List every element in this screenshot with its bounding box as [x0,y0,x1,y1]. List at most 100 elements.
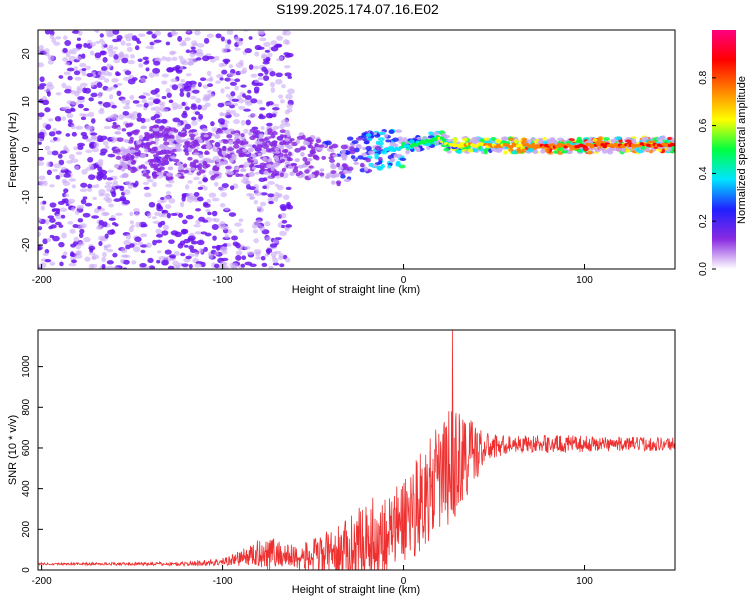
spectrogram-point [267,193,275,198]
spectrogram-point [138,134,144,140]
spectrogram-point [113,58,121,64]
spectrogram-point [101,256,107,263]
spectrogram-point [219,246,228,252]
spectrogram-point [259,107,266,111]
spectrogram-point [87,183,93,189]
spectrogram-point [278,253,284,258]
spectrogram-point [124,70,132,76]
spectrogram-point [207,83,214,88]
spectrogram-point [138,221,147,228]
spectrogram-point [347,166,354,171]
spectrogram-point [603,137,610,141]
spectrogram-point [153,39,162,43]
spectrogram-point [232,241,239,247]
spectrogram-point [44,249,50,254]
spectrogram-point [70,206,76,212]
spectrogram-point [132,111,139,115]
spectrogram-point [228,64,233,69]
spectrogram-point [121,57,129,64]
spectrogram-point [76,37,81,41]
colorbar-tick-label: 0.2 [698,214,709,228]
spectrogram-point [129,211,134,217]
spectrogram-point [641,136,648,141]
spectrogram-point [265,148,272,153]
spectrogram-point [96,82,103,88]
spectrogram-point [95,161,104,166]
spectrogram-point [108,217,116,221]
spectrogram-point [75,55,82,61]
spectrogram-point [155,239,163,244]
spectrogram-point [349,146,355,152]
spectrogram-point [220,36,225,42]
spectrogram-point [286,103,293,109]
spectrogram-point [97,166,103,172]
spectrogram-point [64,108,72,114]
spectrogram-point [196,239,205,246]
spectrogram-point [58,241,65,248]
spectrogram-point [215,158,221,163]
spectrogram-point [111,124,119,129]
spectrogram-point [188,133,196,138]
spectrogram-point [140,77,146,83]
spectrogram-point [601,149,608,154]
spectrogram-point [257,72,264,77]
spectrogram-point [185,30,191,33]
spectrogram-point [502,150,508,155]
spectrogram-point [111,221,117,226]
spectrogram-point [390,157,396,163]
spectrogram-point [274,197,279,202]
spectrogram-point [397,136,403,141]
spectrogram-point [192,152,200,156]
spectrogram-point [210,121,215,127]
spectrogram-point [483,137,491,141]
spectrogram-point [170,155,176,160]
spectrogram-point [224,59,229,65]
spectrogram-point [207,211,212,216]
spectrogram-point [135,221,141,228]
spectrogram-point [187,235,196,241]
spectrogram-point [353,161,360,165]
spectrogram-point [161,130,166,136]
spectrogram-point [179,201,185,208]
spectrogram-point [197,81,202,88]
spectrogram-point [269,70,276,77]
spectrogram-point [81,169,88,175]
spectrogram-point [166,175,174,181]
spectrogram-point [273,155,279,159]
spectrogram-point [231,153,237,159]
spectrogram-point [364,167,369,172]
spectrogram-point [105,266,114,269]
spectrogram-point [330,180,336,185]
spectrogram-point [203,246,208,252]
spectrogram-point [40,205,46,211]
spectrogram-point [183,238,191,244]
spectrogram-point [233,144,240,149]
spectrogram-point [213,173,220,177]
spectrogram-point [120,40,126,46]
figure-title: S199.2025.174.07.16.E02 [276,1,439,17]
spectrogram-point [180,175,185,179]
spectrogram-point [143,61,149,65]
spectrogram-point [637,149,644,154]
spectrogram-point [125,42,132,47]
spectrogram-point [202,178,208,182]
y-tick-label: -10 [21,190,32,205]
spectrogram-point [301,134,306,140]
spectrogram-point [244,245,251,250]
spectrogram-point [111,104,117,109]
spectrogram-point [48,225,54,230]
spectrogram-point [79,62,87,68]
spectrogram-point [188,245,195,250]
spectrogram-point [671,139,675,144]
colorbar: 0.0 0.2 0.4 0.6 0.8 Normalized spectral ampl… [698,30,748,276]
spectrogram-point [254,191,263,197]
spectrogram-point [38,217,42,223]
spectrogram-point [113,46,119,50]
spectrogram-point [208,170,215,176]
spectrogram-point [368,150,375,155]
spectrogram-point [294,147,301,153]
spectrogram-point [197,104,202,110]
spectrogram-point [321,155,327,160]
spectrogram-point [143,186,150,190]
